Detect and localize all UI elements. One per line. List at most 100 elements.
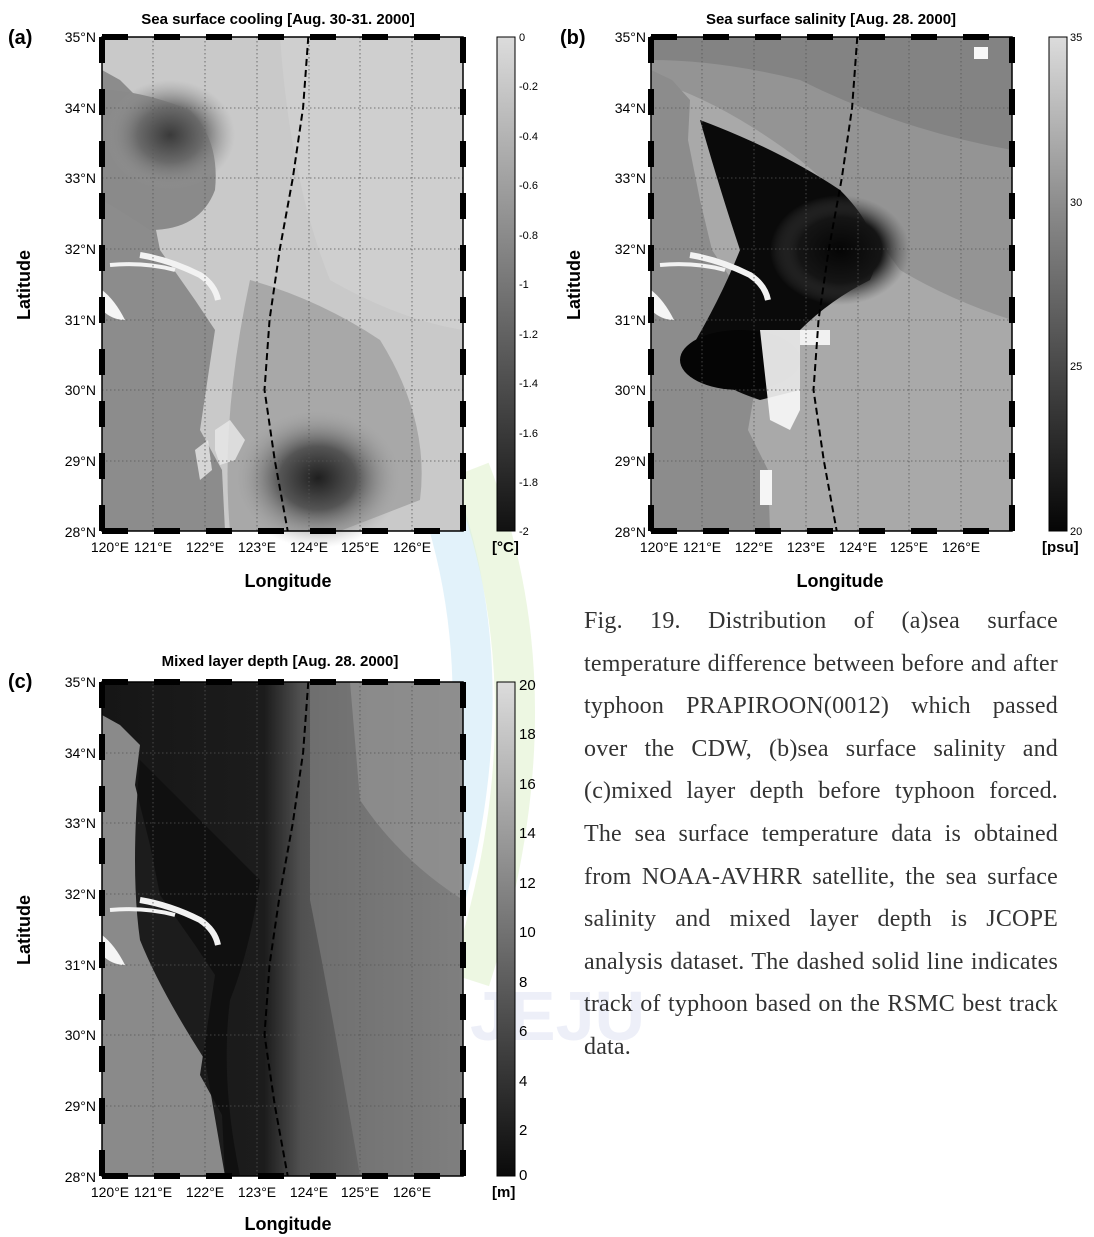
colorbar-tick: 8	[519, 974, 527, 991]
lat-tick: 30°N	[65, 382, 96, 398]
panel-a-map	[99, 34, 466, 548]
panel-b-map	[648, 34, 1015, 534]
colorbar-tick: 25	[1070, 361, 1082, 373]
lon-tick: 124°E	[290, 539, 328, 555]
panel-b-xlabel: Longitude	[797, 571, 884, 591]
lon-tick: 126°E	[393, 1184, 431, 1200]
lat-tick: 33°N	[615, 170, 646, 186]
colorbar-tick: 20	[1070, 526, 1082, 538]
typhoon-track-a	[263, 36, 310, 532]
lat-tick: 29°N	[615, 453, 646, 469]
colorbar-tick: -1	[519, 279, 529, 291]
lat-tick: 28°N	[615, 524, 646, 540]
lon-tick: 124°E	[290, 1184, 328, 1200]
lat-tick: 29°N	[65, 1098, 96, 1114]
lat-tick: 33°N	[65, 170, 96, 186]
colorbar-tick: -0.8	[519, 230, 538, 242]
colorbar-tick: 14	[519, 825, 536, 842]
panel-c-map	[99, 679, 466, 1179]
lon-tick: 122°E	[186, 1184, 224, 1200]
colorbar-tick: 18	[519, 726, 536, 743]
lon-tick: 126°E	[942, 539, 980, 555]
lon-tick: 125°E	[890, 539, 928, 555]
lon-tick: 121°E	[683, 539, 721, 555]
panel-a-gridlines	[102, 37, 463, 531]
lon-tick: 124°E	[839, 539, 877, 555]
colorbar-tick: -0.4	[519, 131, 538, 143]
panel-b-lon-ticks: 120°E 121°E 122°E 123°E 124°E 125°E 126°…	[640, 539, 980, 555]
lat-tick: 34°N	[65, 100, 96, 116]
panel-a-frame-ticks	[99, 34, 466, 534]
colorbar-tick: 16	[519, 776, 536, 793]
lon-tick: 122°E	[735, 539, 773, 555]
panel-c-unit: [m]	[492, 1184, 515, 1201]
colorbar-tick: 0	[519, 32, 525, 44]
lat-tick: 28°N	[65, 524, 96, 540]
lon-tick: 122°E	[186, 539, 224, 555]
panel-b-colorbar: 35 30 25 20 [psu]	[1042, 32, 1082, 556]
panel-b-letter: (b)	[560, 27, 586, 49]
panel-c-frame-ticks	[99, 679, 466, 1179]
panel-c-lon-ticks: 120°E 121°E 122°E 123°E 124°E 125°E 126°…	[91, 1184, 431, 1200]
panel-b-gridlines	[651, 37, 1012, 531]
lat-tick: 35°N	[65, 674, 96, 690]
lat-tick: 32°N	[615, 241, 646, 257]
panel-b: Sea surface salinity [Aug. 28. 2000] (b)	[560, 11, 1082, 591]
lon-tick: 121°E	[134, 539, 172, 555]
lat-tick: 30°N	[615, 382, 646, 398]
lat-tick: 35°N	[65, 29, 96, 45]
panel-b-frame-ticks	[648, 34, 1015, 534]
panel-c-letter: (c)	[8, 671, 32, 693]
colorbar-tick: 4	[519, 1073, 527, 1090]
panel-a-letter: (a)	[8, 27, 32, 49]
panel-c-gridlines	[102, 682, 463, 1176]
panel-c-xlabel: Longitude	[245, 1214, 332, 1234]
panel-c-colorbar: 20 18 16 14 12 10 8 6 4 2 0 [m]	[492, 677, 536, 1201]
typhoon-track-c	[263, 681, 310, 1177]
lon-tick: 120°E	[91, 539, 129, 555]
panel-a-unit: [°C]	[492, 539, 519, 556]
colorbar-tick: -1.4	[519, 378, 538, 390]
lon-tick: 123°E	[238, 1184, 276, 1200]
lat-tick: 33°N	[65, 815, 96, 831]
colorbar-tick: -0.2	[519, 81, 538, 93]
colorbar-tick: 10	[519, 924, 536, 941]
panel-b-lat-ticks: 35°N 34°N 33°N 32°N 31°N 30°N 29°N 28°N	[615, 29, 646, 540]
lon-tick: 120°E	[91, 1184, 129, 1200]
lat-tick: 31°N	[65, 957, 96, 973]
lat-tick: 32°N	[65, 886, 96, 902]
colorbar-tick: 12	[519, 875, 536, 892]
colorbar-tick: 35	[1070, 32, 1082, 44]
lat-tick: 30°N	[65, 1027, 96, 1043]
colorbar-tick: 6	[519, 1023, 527, 1040]
lat-tick: 31°N	[65, 312, 96, 328]
lon-tick: 120°E	[640, 539, 678, 555]
lon-tick: 123°E	[238, 539, 276, 555]
colorbar-tick: -0.6	[519, 180, 538, 192]
lon-tick: 121°E	[134, 1184, 172, 1200]
lat-tick: 35°N	[615, 29, 646, 45]
lat-tick: 29°N	[65, 453, 96, 469]
lon-tick: 126°E	[393, 539, 431, 555]
panel-c-ylabel: Latitude	[14, 895, 34, 965]
lon-tick: 125°E	[341, 539, 379, 555]
panel-c-title: Mixed layer depth [Aug. 28. 2000]	[162, 653, 399, 670]
panel-a: Sea surface cooling [Aug. 30-31. 2000] (…	[8, 11, 538, 591]
lat-tick: 32°N	[65, 241, 96, 257]
colorbar-tick: 2	[519, 1122, 527, 1139]
panel-b-title: Sea surface salinity [Aug. 28. 2000]	[706, 11, 956, 28]
panel-a-lon-ticks: 120°E 121°E 122°E 123°E 124°E 125°E 126°…	[91, 539, 431, 555]
panel-c-lat-ticks: 35°N 34°N 33°N 32°N 31°N 30°N 29°N 28°N	[65, 674, 96, 1185]
colorbar-tick: -1.8	[519, 477, 538, 489]
panel-a-xlabel: Longitude	[245, 571, 332, 591]
panel-b-ylabel: Latitude	[564, 250, 584, 320]
figure-caption: Fig. 19. Distribution of (a)sea surface …	[584, 608, 1058, 1060]
colorbar-tick: 20	[519, 677, 536, 694]
colorbar-tick: -2	[519, 526, 529, 538]
lon-tick: 123°E	[787, 539, 825, 555]
colorbar-tick: -1.6	[519, 428, 538, 440]
typhoon-track-b	[812, 36, 859, 532]
panel-b-unit: [psu]	[1042, 539, 1079, 556]
colorbar-tick: 30	[1070, 197, 1082, 209]
colorbar-tick: 0	[519, 1167, 527, 1184]
